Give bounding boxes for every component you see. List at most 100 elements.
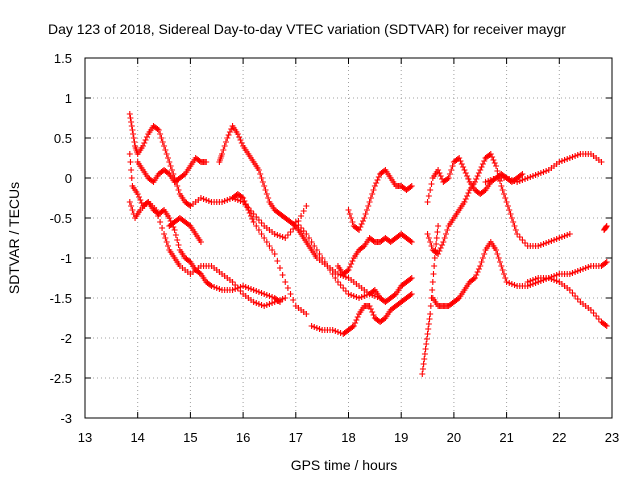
- data-point: [350, 323, 357, 329]
- data-point: [535, 243, 542, 249]
- data-point: [431, 255, 438, 261]
- data-point: [139, 143, 146, 149]
- x-tick-label: 15: [183, 430, 197, 445]
- series-track-14: [424, 151, 573, 257]
- data-point: [569, 290, 576, 296]
- data-point: [228, 126, 235, 132]
- data-point: [441, 235, 448, 241]
- data-point: [255, 301, 262, 307]
- data-point: [249, 216, 256, 222]
- data-point: [245, 285, 252, 291]
- data-point: [130, 131, 137, 137]
- data-point: [242, 202, 249, 208]
- axis-ticks: 13 14 15 16 17 18 19 20 21 22 23 -3 -2.5 -2 -1.5 -1 -0.5…: [50, 51, 620, 445]
- data-point: [425, 326, 432, 332]
- data-point: [535, 171, 542, 177]
- data-point: [180, 172, 187, 178]
- data-point: [566, 231, 573, 237]
- data-point: [473, 176, 480, 182]
- data-point: [344, 268, 351, 274]
- data-point: [279, 296, 286, 302]
- data-point: [334, 329, 341, 335]
- y-tick-label: 1: [65, 91, 72, 106]
- data-point: [595, 316, 602, 322]
- data-point: [481, 188, 488, 194]
- data-point: [346, 264, 353, 270]
- data-point: [211, 284, 218, 290]
- data-point: [255, 167, 262, 173]
- data-point: [165, 243, 172, 249]
- data-point: [240, 283, 247, 289]
- data-point: [240, 199, 247, 205]
- data-point: [493, 247, 500, 253]
- data-point: [219, 151, 226, 157]
- data-point: [408, 275, 415, 281]
- data-point: [420, 361, 427, 367]
- y-tick-label: -2.5: [50, 371, 72, 386]
- data-point: [258, 220, 265, 226]
- data-point: [545, 239, 552, 245]
- data-point: [225, 132, 232, 138]
- series-track-17: [524, 275, 610, 329]
- data-point: [436, 170, 443, 176]
- data-point: [162, 235, 169, 241]
- data-point: [238, 194, 245, 200]
- data-point: [503, 199, 510, 205]
- data-point: [366, 199, 373, 205]
- data-point: [356, 227, 363, 233]
- data-point: [437, 173, 444, 179]
- data-point: [421, 351, 428, 357]
- data-point: [359, 244, 366, 250]
- data-point: [502, 195, 509, 201]
- data-point: [508, 215, 515, 221]
- data-point: [303, 311, 310, 317]
- data-point: [329, 327, 336, 333]
- data-point: [253, 223, 260, 229]
- data-point: [253, 214, 260, 220]
- data-point: [234, 131, 241, 137]
- data-point: [316, 326, 323, 332]
- data-point: [540, 241, 547, 247]
- data-point: [365, 203, 372, 209]
- data-point: [208, 283, 215, 289]
- data-point: [276, 297, 283, 303]
- data-point: [577, 267, 584, 273]
- data-point: [359, 218, 366, 224]
- data-point: [255, 289, 262, 295]
- data-point: [155, 127, 162, 133]
- data-point: [166, 215, 173, 221]
- data-point: [163, 239, 170, 245]
- series-track-16: [482, 151, 605, 185]
- data-point: [298, 225, 305, 231]
- data-point: [159, 208, 166, 214]
- data-point: [274, 258, 281, 264]
- data-point: [327, 267, 334, 273]
- data-point: [603, 323, 610, 329]
- data-point: [370, 288, 377, 294]
- y-tick-label: 0: [65, 171, 72, 186]
- data-point: [514, 231, 521, 237]
- data-point: [524, 279, 531, 285]
- data-point: [478, 164, 485, 170]
- data-point: [430, 271, 437, 277]
- data-point: [510, 219, 517, 225]
- data-point: [128, 203, 135, 209]
- data-point: [407, 292, 414, 298]
- data-point: [428, 181, 435, 187]
- data-point: [305, 235, 312, 241]
- data-point: [303, 203, 310, 209]
- data-point: [490, 176, 497, 182]
- data-point: [261, 303, 268, 309]
- data-point: [422, 346, 429, 352]
- data-point: [369, 309, 376, 315]
- data-point: [370, 187, 377, 193]
- data-point: [134, 191, 141, 197]
- data-point: [497, 259, 504, 265]
- x-tick-label: 17: [289, 430, 303, 445]
- data-point: [371, 183, 378, 189]
- data-point: [500, 271, 507, 277]
- data-point: [553, 278, 560, 284]
- data-point: [237, 288, 244, 294]
- data-point: [435, 167, 442, 173]
- data-point: [167, 163, 174, 169]
